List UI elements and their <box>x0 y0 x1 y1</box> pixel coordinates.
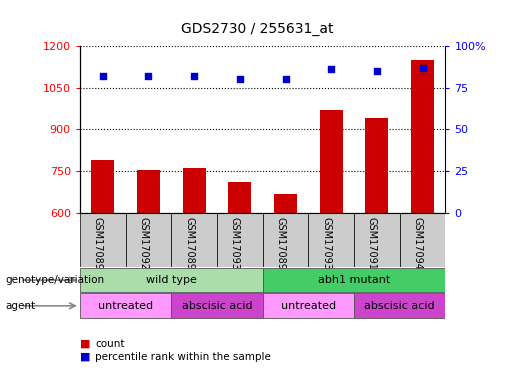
Text: untreated: untreated <box>98 301 153 311</box>
Text: agent: agent <box>5 301 35 311</box>
Point <box>327 66 335 73</box>
Text: GSM170931: GSM170931 <box>230 217 240 276</box>
Bar <box>354 213 400 267</box>
Text: abh1 mutant: abh1 mutant <box>318 275 390 285</box>
Bar <box>263 293 354 318</box>
Bar <box>171 213 217 267</box>
Point <box>419 65 427 71</box>
Bar <box>80 293 171 318</box>
Text: ■: ■ <box>80 339 90 349</box>
Bar <box>263 268 445 293</box>
Bar <box>217 213 263 267</box>
Point <box>236 76 244 83</box>
Text: abscisic acid: abscisic acid <box>182 301 252 311</box>
Text: GSM170940: GSM170940 <box>413 217 423 276</box>
Bar <box>126 213 171 267</box>
Bar <box>411 60 434 213</box>
Text: genotype/variation: genotype/variation <box>5 275 104 285</box>
Bar <box>274 194 297 213</box>
Text: GSM170923: GSM170923 <box>139 217 148 276</box>
Bar <box>80 213 126 267</box>
Bar <box>80 268 263 293</box>
Point <box>281 76 289 83</box>
Point <box>190 73 198 79</box>
Text: wild type: wild type <box>146 275 197 285</box>
Text: count: count <box>95 339 125 349</box>
Text: GSM170911: GSM170911 <box>367 217 377 276</box>
Text: GSM170930: GSM170930 <box>321 217 331 276</box>
Point <box>373 68 381 74</box>
Text: GSM170897: GSM170897 <box>184 217 194 276</box>
Bar <box>400 213 445 267</box>
Bar <box>228 182 251 213</box>
Text: abscisic acid: abscisic acid <box>365 301 435 311</box>
Point <box>144 73 152 79</box>
Bar <box>183 168 205 213</box>
Bar <box>171 293 263 318</box>
Bar <box>366 118 388 213</box>
Bar <box>308 213 354 267</box>
Bar <box>91 160 114 213</box>
Point <box>98 73 107 79</box>
Text: untreated: untreated <box>281 301 336 311</box>
Bar <box>354 293 445 318</box>
Text: GSM170896: GSM170896 <box>93 217 102 276</box>
Text: GSM170899: GSM170899 <box>276 217 285 276</box>
Bar <box>263 213 308 267</box>
Text: GDS2730 / 255631_at: GDS2730 / 255631_at <box>181 23 334 36</box>
Bar <box>320 110 342 213</box>
Bar <box>137 170 160 213</box>
Text: ■: ■ <box>80 352 90 362</box>
Text: percentile rank within the sample: percentile rank within the sample <box>95 352 271 362</box>
